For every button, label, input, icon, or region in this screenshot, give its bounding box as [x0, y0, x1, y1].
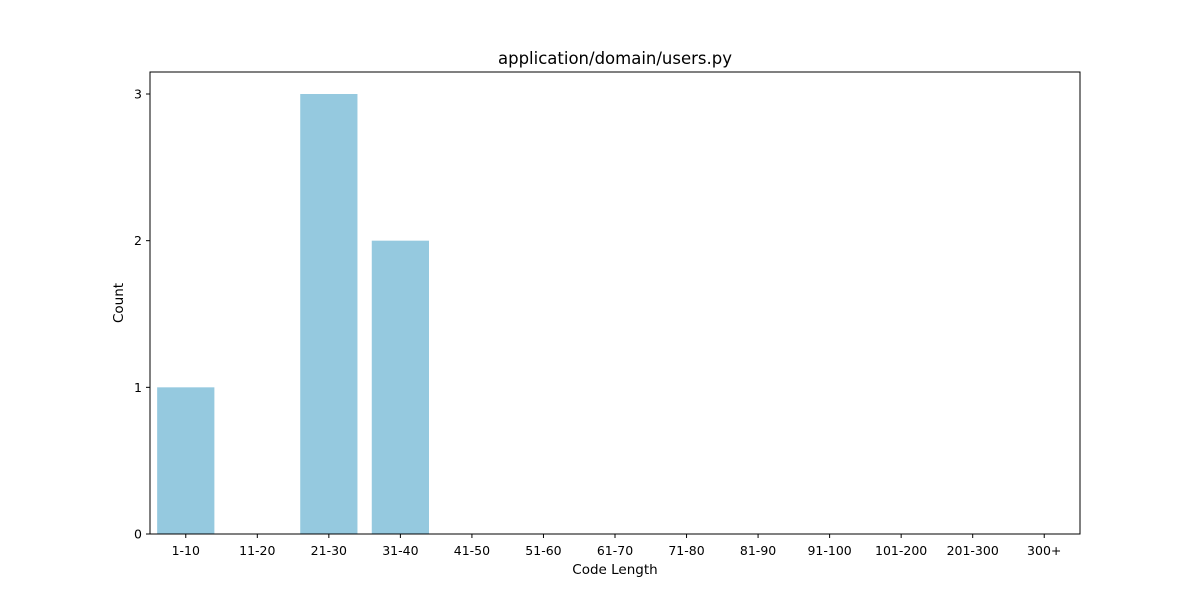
plot-frame	[149, 71, 1081, 535]
bar-31-40	[371, 240, 429, 534]
x-tick-label: 41-50	[454, 543, 490, 558]
bars-group	[157, 94, 429, 534]
x-tick-label: 1-10	[172, 543, 200, 558]
bar-1-10	[157, 387, 215, 534]
x-tick-label: 51-60	[525, 543, 561, 558]
y-tick-label: 3	[134, 87, 142, 102]
x-tick-label: 21-30	[311, 543, 347, 558]
y-tick-label: 2	[134, 233, 142, 248]
x-tick-label: 31-40	[382, 543, 418, 558]
x-tick-label: 101-200	[875, 543, 927, 558]
y-tick-label: 0	[134, 527, 142, 542]
x-ticks-group: 1-10 11-20 21-30 31-40 41-50 51-60 61-70 71-80 8…	[172, 534, 1061, 558]
x-tick-label: 61-70	[597, 543, 633, 558]
y-tick-label: 1	[134, 380, 142, 395]
chart-title: application/domain/users.py	[498, 49, 732, 68]
x-tick-label: 300+	[1027, 543, 1061, 558]
x-axis-label: Code Length	[572, 562, 657, 578]
y-axis-label: Count	[111, 283, 127, 323]
bar-21-30	[300, 94, 358, 534]
x-tick-label: 11-20	[239, 543, 275, 558]
y-ticks-group: 0 1 2 3	[134, 87, 150, 542]
x-tick-label: 201-300	[947, 543, 999, 558]
x-tick-label: 91-100	[807, 543, 851, 558]
x-tick-label: 81-90	[740, 543, 776, 558]
x-tick-label: 71-80	[668, 543, 704, 558]
